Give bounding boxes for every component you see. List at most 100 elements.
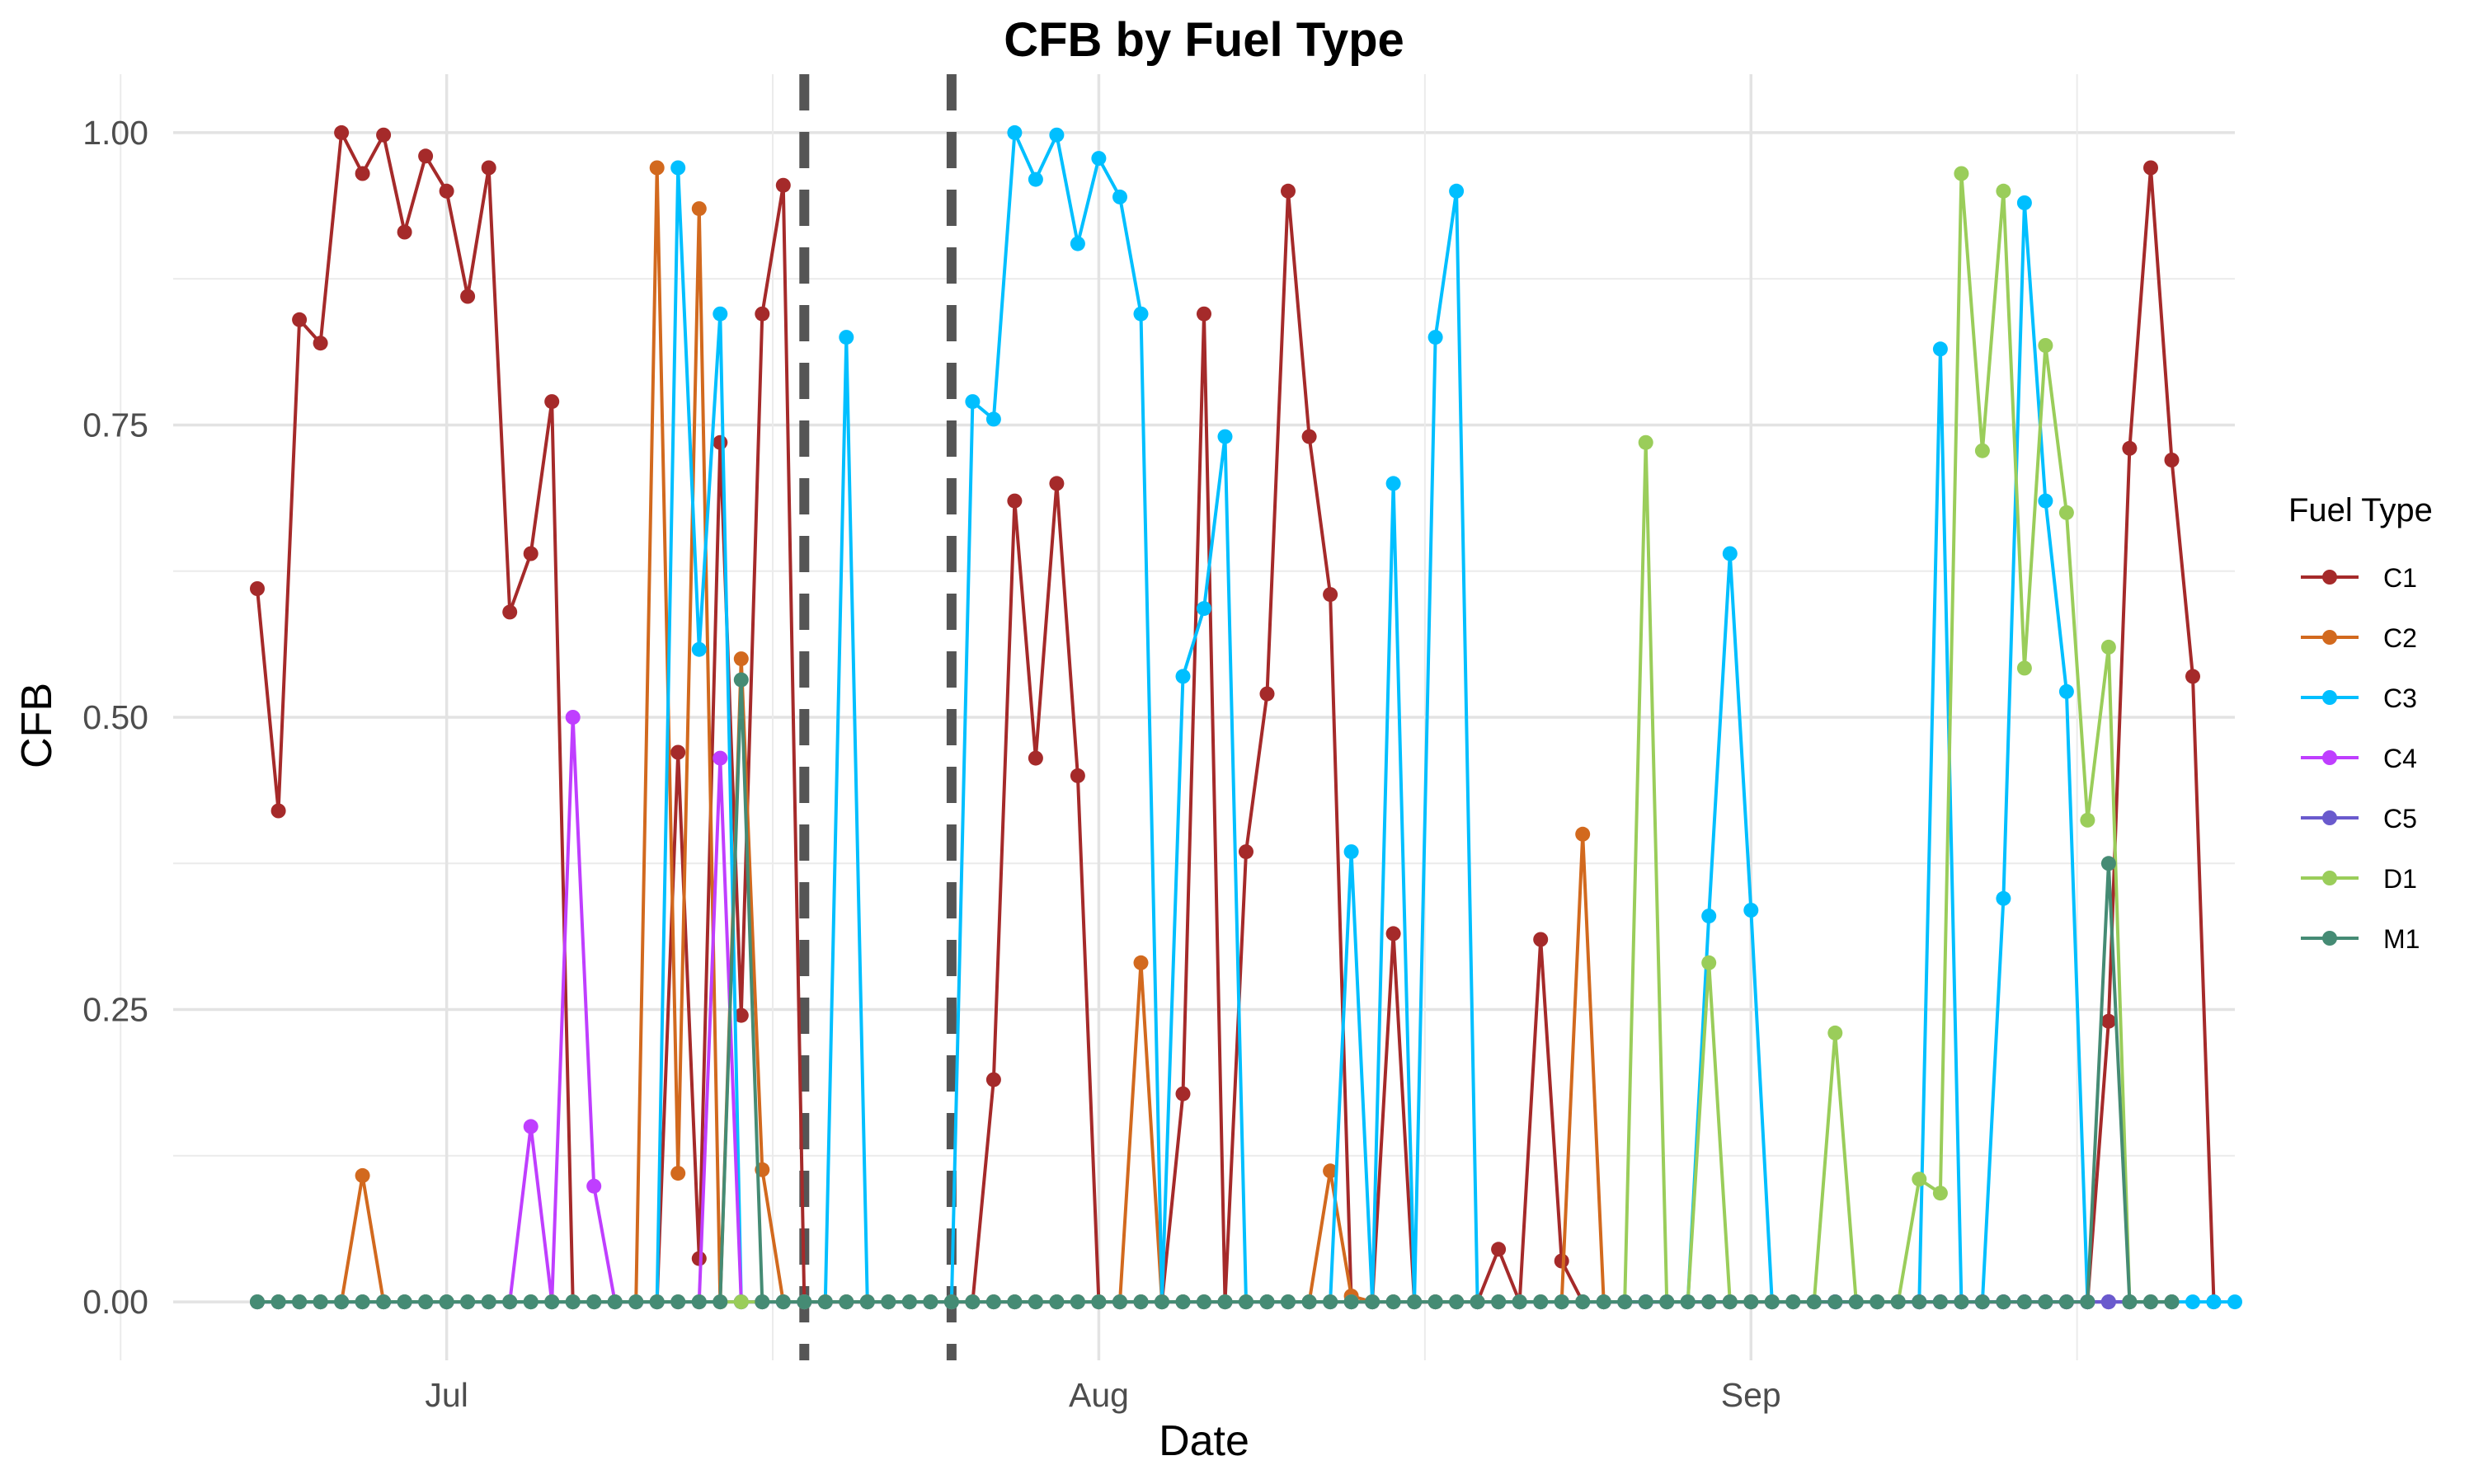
data-point xyxy=(292,1294,308,1310)
data-point xyxy=(1385,1294,1401,1310)
data-point xyxy=(2122,440,2138,456)
legend-label: C1 xyxy=(2383,563,2417,593)
y-tick-label: 1.00 xyxy=(82,114,148,152)
data-point xyxy=(1070,1294,1085,1310)
data-point xyxy=(1070,236,1085,251)
data-point xyxy=(1197,1294,1211,1310)
data-point xyxy=(2038,1294,2053,1310)
data-point xyxy=(1385,476,1401,491)
data-point xyxy=(1974,443,1990,458)
data-point xyxy=(2058,1294,2074,1310)
x-axis-title: Date xyxy=(1159,1417,1249,1465)
x-tick-label: Jul xyxy=(425,1376,468,1414)
data-point xyxy=(1385,926,1401,942)
data-point xyxy=(1049,1294,1065,1310)
legend-item-c5: C5 xyxy=(2301,804,2417,834)
data-point xyxy=(713,1294,728,1310)
data-point xyxy=(797,1294,812,1310)
y-axis-ticks: 0.00 0.25 0.50 0.75 1.00 xyxy=(82,114,148,1321)
data-point xyxy=(1575,826,1591,842)
legend-title: Fuel Type xyxy=(2288,492,2433,528)
data-point xyxy=(628,1294,644,1310)
data-point xyxy=(670,1166,686,1181)
data-point xyxy=(355,1294,370,1310)
data-point xyxy=(1954,166,1969,181)
data-point xyxy=(755,306,770,322)
data-point xyxy=(1701,1294,1717,1310)
data-point xyxy=(1407,1294,1423,1310)
data-point xyxy=(1427,330,1443,345)
data-point xyxy=(439,1294,454,1310)
data-point xyxy=(1028,1294,1043,1310)
data-point xyxy=(649,160,665,176)
data-point xyxy=(523,1294,539,1310)
data-point xyxy=(1427,1294,1443,1310)
data-point xyxy=(1912,1172,1927,1187)
data-point xyxy=(1028,171,1043,187)
data-point xyxy=(1638,434,1653,450)
data-point xyxy=(1954,1294,1969,1310)
data-point xyxy=(1743,903,1759,918)
data-point xyxy=(1680,1294,1696,1310)
data-point xyxy=(965,394,981,410)
data-point xyxy=(565,710,581,725)
data-point xyxy=(881,1294,896,1310)
data-point xyxy=(713,750,728,766)
data-point xyxy=(923,1294,938,1310)
data-point xyxy=(1007,1294,1023,1310)
data-point xyxy=(1491,1294,1507,1310)
data-point xyxy=(733,651,749,667)
data-point xyxy=(670,160,686,176)
data-point xyxy=(544,394,560,410)
data-point xyxy=(1323,1294,1338,1310)
data-point xyxy=(1323,1163,1338,1179)
data-point xyxy=(1554,1253,1569,1269)
data-point xyxy=(2038,493,2053,509)
data-point xyxy=(2100,1013,2116,1029)
data-point xyxy=(502,1294,518,1310)
data-point xyxy=(713,306,728,322)
data-point xyxy=(418,1294,434,1310)
data-point xyxy=(1912,1294,1927,1310)
data-point xyxy=(1007,493,1023,509)
data-point xyxy=(1533,1294,1549,1310)
data-point xyxy=(1932,341,1948,357)
data-point xyxy=(1133,306,1149,322)
data-point xyxy=(985,411,1001,427)
data-point xyxy=(1239,1294,1253,1310)
data-point xyxy=(859,1294,875,1310)
data-point xyxy=(1722,546,1738,561)
data-point xyxy=(376,1294,392,1310)
data-point xyxy=(1365,1294,1380,1310)
data-point xyxy=(1112,1294,1127,1310)
data-point xyxy=(1785,1294,1801,1310)
data-point xyxy=(1343,1294,1359,1310)
legend-item-c1: C1 xyxy=(2301,563,2417,593)
data-point xyxy=(2058,505,2074,520)
data-point xyxy=(691,641,707,657)
data-point xyxy=(1175,1294,1191,1310)
data-point xyxy=(1512,1294,1527,1310)
data-point xyxy=(1049,476,1065,491)
data-point xyxy=(1133,1294,1149,1310)
x-tick-label: Aug xyxy=(1069,1376,1129,1414)
data-point xyxy=(376,127,392,143)
legend-label: D1 xyxy=(2383,864,2417,894)
data-point xyxy=(775,1294,791,1310)
data-point xyxy=(334,124,350,140)
data-point xyxy=(1028,750,1043,766)
data-point xyxy=(1301,1294,1317,1310)
data-point xyxy=(691,1251,707,1266)
data-point xyxy=(1091,151,1107,167)
chart-title: CFB by Fuel Type xyxy=(1004,13,1404,67)
data-point xyxy=(2100,639,2116,655)
gridlines xyxy=(120,74,2235,1360)
legend-label: C5 xyxy=(2383,804,2417,834)
data-point xyxy=(1575,1294,1591,1310)
data-point xyxy=(2100,856,2116,871)
data-point xyxy=(2227,1294,2242,1310)
data-point xyxy=(1449,1294,1465,1310)
data-point xyxy=(649,1294,665,1310)
series-m1 xyxy=(250,672,2180,1310)
data-point xyxy=(775,177,791,193)
